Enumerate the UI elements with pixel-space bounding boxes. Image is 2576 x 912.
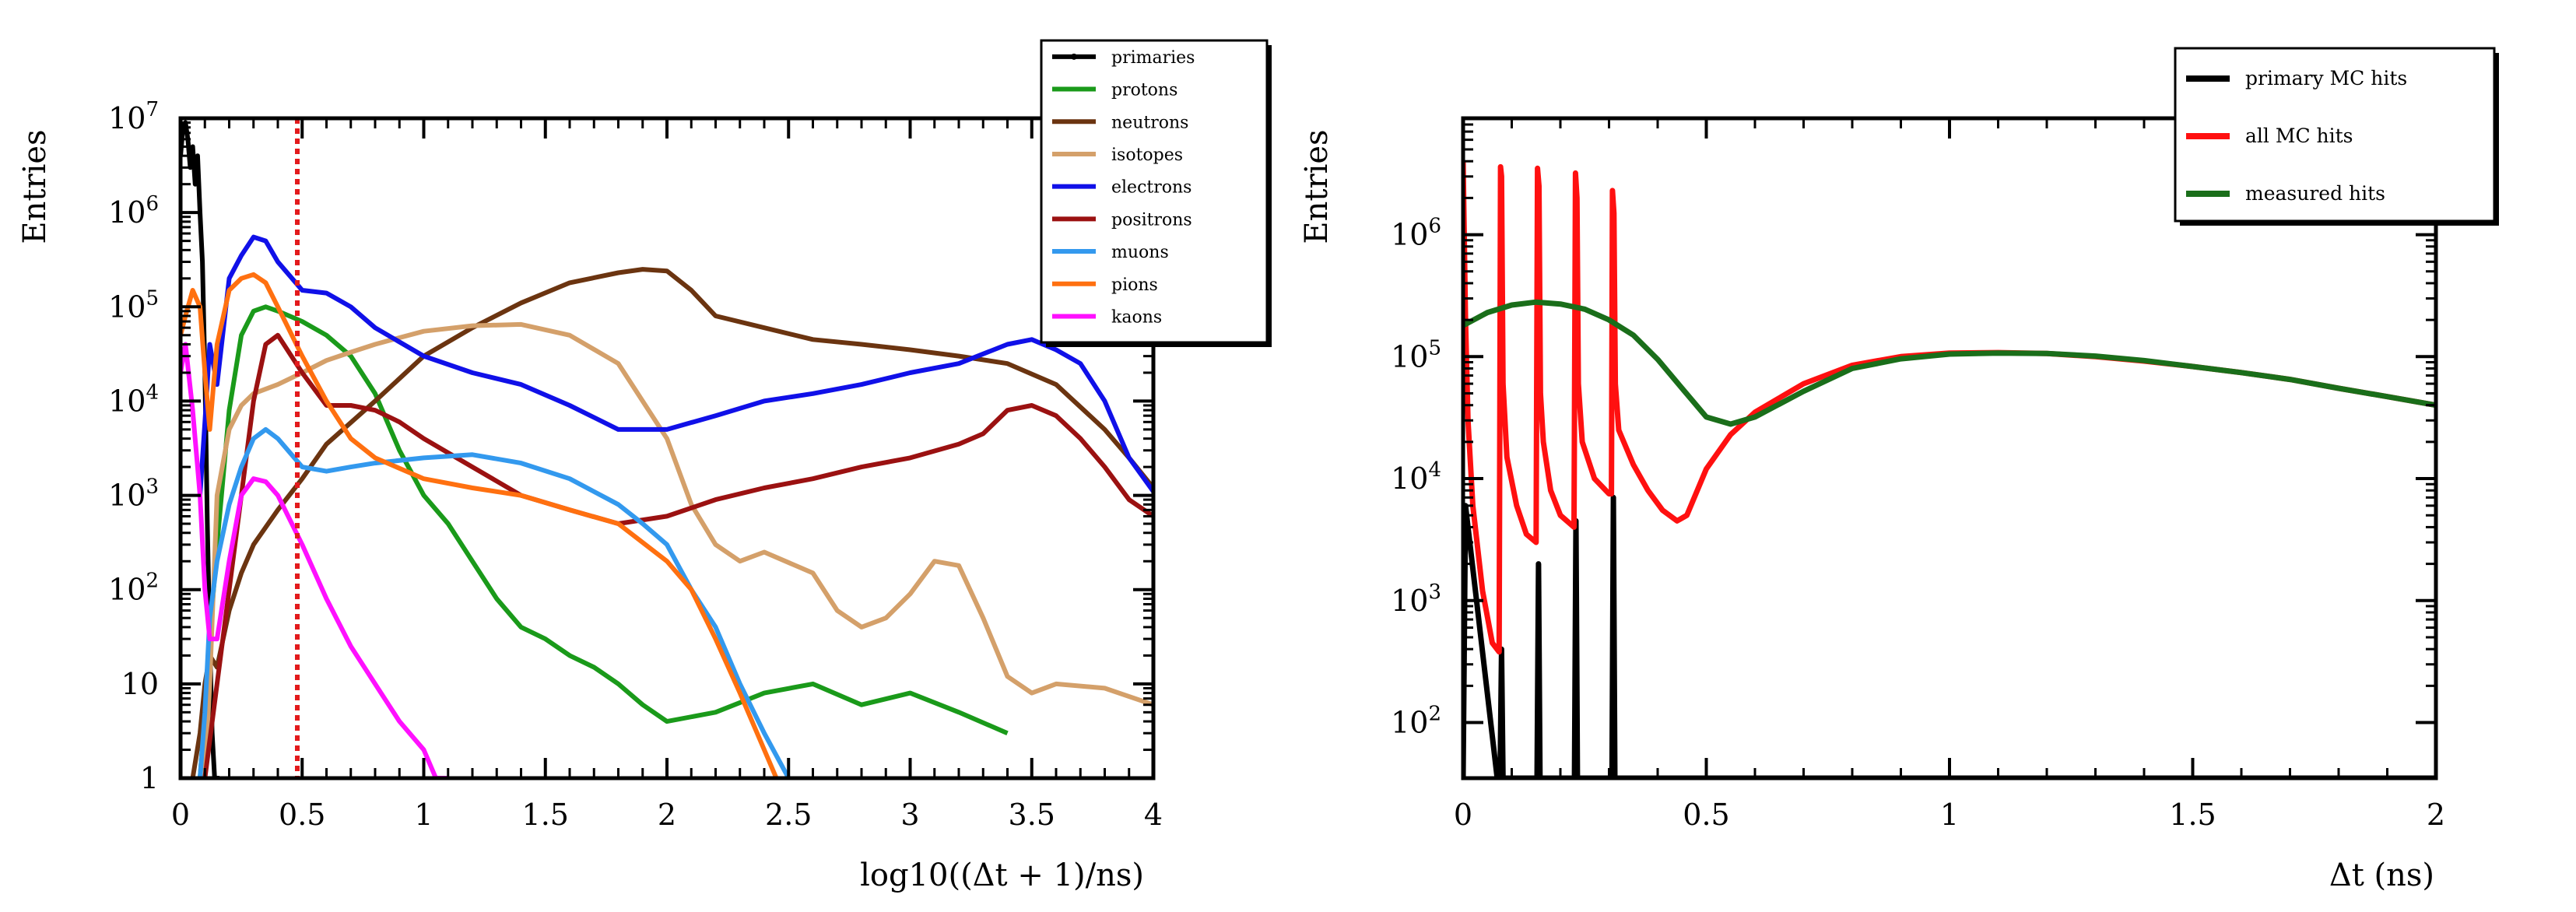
y-tick-label: 104: [108, 381, 159, 418]
series-measured-hits: [1463, 299, 2436, 427]
y-axis-label-left: Entries: [17, 129, 53, 244]
y-tick-label: 106: [108, 192, 159, 230]
y-tick-label: 10: [121, 667, 159, 701]
legend-label-pions: pions: [1111, 275, 1158, 295]
legend-left: primaries protons neutrons isotopes electron…: [1040, 39, 1272, 347]
chart-right: 0 0.5 1 1.5 2 102 103 104 105 106 Entries Δt (ns)…: [1299, 47, 2499, 893]
plot-area-left: [181, 118, 1153, 778]
legend-label-electrons: electrons: [1111, 178, 1191, 198]
x-tick-label: 0: [171, 798, 190, 832]
series-all-mc-hits: [1463, 161, 2436, 655]
y-axis-label-right: Entries: [1299, 129, 1335, 244]
series-isotopes: [202, 321, 1153, 778]
y-tick-label: 103: [1391, 581, 1441, 618]
x-tick-label: 3.5: [1009, 798, 1055, 832]
y-tick-label: 102: [108, 570, 159, 607]
x-tick-label: 0: [1454, 798, 1472, 832]
x-axis-label-left: log10((Δt + 1)/ns): [860, 858, 1144, 893]
x-tick-label: 2: [2427, 798, 2445, 832]
x-tick-label: 0.5: [1683, 798, 1729, 832]
series-protons: [198, 304, 1009, 778]
series-positrons: [202, 332, 1153, 778]
x-tick-label: 2: [658, 798, 676, 832]
series-pions: [181, 272, 779, 778]
series-kaons: [181, 342, 448, 778]
legend-label-measured-hits: measured hits: [2245, 182, 2385, 205]
legend-label-kaons: kaons: [1111, 307, 1162, 327]
legend-label-all-mc-hits: all MC hits: [2245, 125, 2353, 147]
legend-right: primary MC hits all MC hits measured hits: [2174, 47, 2499, 226]
x-tick-label: 1: [1940, 798, 1959, 832]
series-primary-mc-hits: [1463, 494, 2436, 778]
y-tick-label: 102: [1391, 703, 1441, 740]
chart-left: 0 0.5 1 1.5 2 2.5 3 3.5 4 1 10 102 103 104 105 106 107 E…: [17, 39, 1272, 893]
legend-label-muons: muons: [1111, 243, 1169, 262]
legend-marker: [1071, 53, 1077, 60]
tick-labels-right: 0 0.5 1 1.5 2 102 103 104 105 106: [1391, 117, 2445, 832]
x-tick-label: 3: [900, 798, 919, 832]
legend-label-primaries: primaries: [1111, 48, 1195, 68]
x-tick-label: 2.5: [765, 798, 812, 832]
y-tick-label: 104: [1391, 458, 1441, 496]
x-tick-label: 1.5: [2169, 798, 2216, 832]
x-tick-label: 4: [1144, 798, 1163, 832]
y-tick-label: 105: [1391, 336, 1441, 374]
y-tick-label: 1: [140, 761, 159, 795]
series-electrons: [198, 234, 1153, 496]
tick-labels-left: 0 0.5 1 1.5 2 2.5 3 3.5 4 1 10 102 103 104 105 106 107: [108, 98, 1163, 832]
y-tick-label: 103: [108, 475, 159, 513]
x-tick-label: 1.5: [522, 798, 569, 832]
y-tick-label: 106: [1391, 215, 1441, 252]
x-tick-label: 1: [414, 798, 433, 832]
x-axis-label-right: Δt (ns): [2329, 858, 2434, 893]
plot-area-right: [1463, 161, 2436, 778]
legend-label-protons: protons: [1111, 81, 1177, 100]
series-neutrons: [190, 267, 1153, 778]
x-tick-label: 0.5: [279, 798, 325, 832]
y-tick-label: 107: [108, 98, 159, 135]
legend-label-neutrons: neutrons: [1111, 113, 1188, 132]
legend-label-isotopes: isotopes: [1111, 146, 1183, 165]
y-tick-label: 105: [108, 286, 159, 324]
legend-label-positrons: positrons: [1111, 210, 1192, 230]
legend-label-primary-mc-hits: primary MC hits: [2245, 67, 2407, 89]
